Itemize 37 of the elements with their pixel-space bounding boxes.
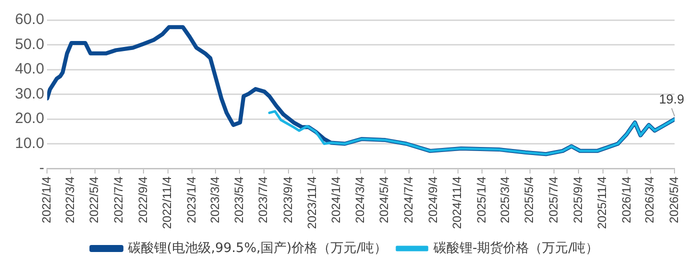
- annotation: 19.9: [658, 91, 684, 106]
- x-tick-label: 2025/11/4: [595, 176, 610, 230]
- x-tick-label: 2023/7/4: [256, 176, 270, 224]
- x-tick-label: 2024/7/4: [401, 176, 416, 224]
- x-tick-label: 2022/11/4: [160, 176, 174, 230]
- x-tick-label: 2025/1/4: [474, 176, 488, 224]
- x-tick-label: 2023/1/4: [184, 176, 198, 224]
- x-tick-label: 2025/7/4: [546, 176, 560, 224]
- x-tick-label: 2022/7/4: [111, 176, 126, 224]
- x-tick-label: 2022/9/4: [136, 176, 150, 224]
- x-tick-label: 2026/5/4: [666, 176, 681, 224]
- legend-label: 碳酸锂(电池级,99.5%,国产)价格（万元/吨）: [126, 240, 388, 256]
- x-tick-label: 2022/1/4: [40, 176, 54, 224]
- y-tick-label: 30.0: [14, 85, 44, 102]
- x-tick-label: 2024/3/4: [353, 176, 368, 224]
- legend-label: 碳酸锂-期货价格（万元/吨）: [432, 240, 599, 256]
- x-tick-label: 2026/1/4: [619, 176, 634, 224]
- x-tick-label: 2022/3/4: [62, 176, 77, 224]
- x-tick-label: 2026/3/4: [642, 176, 657, 224]
- x-tick-label: 2023/5/4: [232, 176, 246, 224]
- x-tick-label: 2023/9/4: [280, 176, 295, 224]
- x-tick-label: 2024/1/4: [329, 176, 344, 224]
- y-tick-label: 10.0: [14, 134, 44, 152]
- x-tick-label: 2024/5/4: [377, 176, 392, 224]
- y-tick-label: -: [39, 160, 44, 177]
- x-tick-label: 2025/5/4: [522, 176, 536, 224]
- x-tick-label: 2023/3/4: [208, 176, 222, 224]
- x-tick-label: 2025/9/4: [570, 176, 585, 224]
- x-tick-label: 2024/11/4: [450, 176, 464, 230]
- y-tick-label: 50.0: [14, 36, 44, 53]
- x-tick-label: 2023/11/4: [304, 176, 319, 230]
- x-tick-label: 2025/3/4: [498, 176, 512, 224]
- x-tick-label: 2024/9/4: [426, 176, 440, 224]
- y-tick-label: 60.0: [14, 11, 44, 28]
- y-tick-label: 40.0: [14, 60, 44, 78]
- x-tick-label: 2022/5/4: [87, 176, 102, 224]
- y-tick-label: 20.0: [14, 110, 44, 128]
